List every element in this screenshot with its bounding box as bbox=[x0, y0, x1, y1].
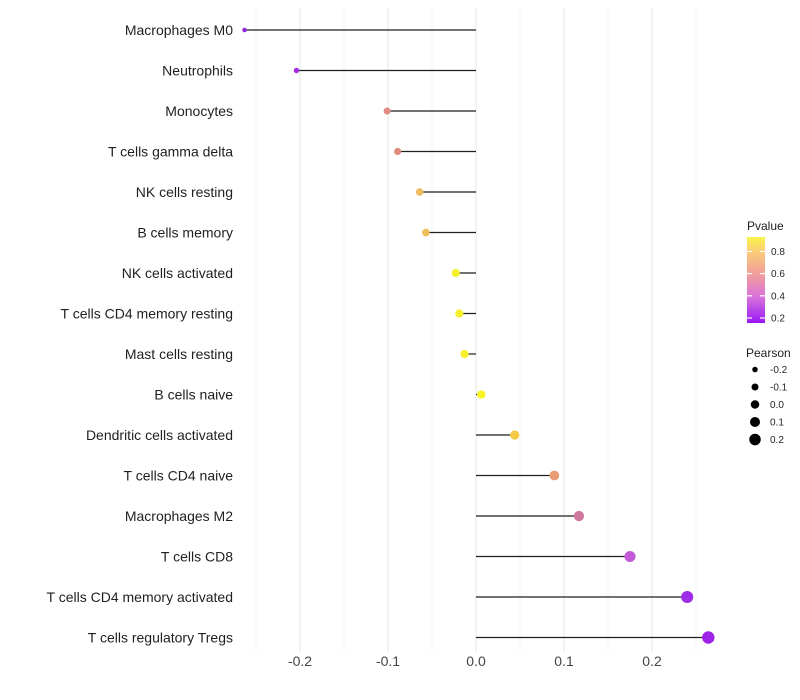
lollipop-row: Macrophages M0 bbox=[125, 22, 476, 38]
lollipop-dot bbox=[681, 590, 694, 604]
lollipop-row: NK cells resting bbox=[136, 184, 476, 200]
category-label: T cells CD8 bbox=[161, 549, 233, 565]
pearson-size-dot bbox=[752, 366, 758, 373]
pearson-size-dot bbox=[749, 433, 761, 446]
lollipop-row: T cells gamma delta bbox=[108, 144, 476, 160]
lollipop-dot bbox=[451, 268, 460, 278]
x-axis: -0.2 -0.1 0.0 0.1 0.2 bbox=[288, 653, 662, 669]
category-label: T cells regulatory Tregs bbox=[88, 630, 233, 646]
lollipop-dot bbox=[476, 390, 486, 399]
lollipop-dot bbox=[624, 550, 636, 563]
pearson-size-dot bbox=[751, 383, 759, 391]
lollipop-row: T cells CD4 memory resting bbox=[61, 306, 476, 322]
x-tick-label: 0.1 bbox=[554, 653, 574, 669]
category-label: T cells CD4 naive bbox=[124, 468, 234, 484]
lollipop-dot bbox=[455, 309, 464, 318]
lollipop-dot bbox=[510, 430, 520, 440]
lollipop-dot bbox=[573, 510, 585, 522]
lollipop-row: T cells regulatory Tregs bbox=[88, 630, 715, 646]
lollipop-row: Macrophages M2 bbox=[125, 508, 585, 524]
pearson-size-label: -0.2 bbox=[770, 365, 788, 376]
pearson-size-dot bbox=[750, 400, 760, 409]
lollipop-row: Monocytes bbox=[165, 103, 476, 119]
category-label: Dendritic cells activated bbox=[86, 427, 233, 443]
category-label: Neutrophils bbox=[162, 63, 233, 79]
lollipop-dot bbox=[422, 228, 430, 237]
x-tick-label: -0.1 bbox=[376, 653, 400, 669]
pearson-size-label: 0.0 bbox=[770, 400, 784, 411]
category-label: T cells gamma delta bbox=[108, 144, 233, 160]
lollipop-dot bbox=[549, 470, 560, 481]
pvalue-legend-title: Pvalue bbox=[747, 219, 784, 233]
category-label: T cells CD4 memory resting bbox=[61, 306, 233, 322]
lollipop-dot bbox=[460, 349, 469, 359]
category-label: B cells memory bbox=[137, 225, 233, 241]
lollipop-row: Dendritic cells activated bbox=[86, 427, 520, 443]
pvalue-legend: Pvalue 0.8 0.6 0.4 0.2 bbox=[747, 219, 785, 325]
lollipop-dot bbox=[415, 188, 424, 196]
pvalue-colorbar bbox=[747, 237, 765, 323]
x-tick-label: 0.0 bbox=[466, 653, 486, 669]
category-label: Macrophages M0 bbox=[125, 22, 233, 38]
category-label: NK cells resting bbox=[136, 184, 233, 200]
lollipop-row: T cells CD4 naive bbox=[124, 468, 560, 484]
lollipop-row: NK cells activated bbox=[122, 265, 476, 281]
pearson-size-label: -0.1 bbox=[770, 383, 788, 394]
lollipop-rows: Macrophages M0 Neutrophils Monocytes T cell… bbox=[47, 22, 715, 646]
lollipop-row: Mast cells resting bbox=[125, 346, 476, 362]
lollipop-row: B cells naive bbox=[154, 387, 486, 403]
category-label: Macrophages M2 bbox=[125, 508, 233, 524]
pearson-size-label: 0.2 bbox=[770, 435, 784, 446]
pvalue-tick-label: 0.8 bbox=[771, 247, 785, 258]
category-label: T cells CD4 memory activated bbox=[47, 589, 233, 605]
pearson-size-dot bbox=[750, 417, 760, 427]
pearson-size-label: 0.1 bbox=[770, 418, 784, 429]
gridlines bbox=[255, 8, 697, 652]
lollipop-row: Neutrophils bbox=[162, 63, 476, 79]
x-tick-label: 0.2 bbox=[642, 653, 662, 669]
lollipop-dot bbox=[293, 67, 300, 74]
category-label: NK cells activated bbox=[122, 265, 233, 281]
pvalue-tick-label: 0.4 bbox=[771, 291, 785, 302]
x-tick-label: -0.2 bbox=[288, 653, 312, 669]
lollipop-row: T cells CD8 bbox=[161, 549, 636, 565]
category-label: Monocytes bbox=[165, 103, 233, 119]
pvalue-tick-label: 0.2 bbox=[771, 314, 785, 325]
lollipop-row: T cells CD4 memory activated bbox=[47, 589, 694, 605]
pvalue-tick-label: 0.6 bbox=[771, 269, 785, 280]
lollipop-dot bbox=[394, 147, 402, 156]
lollipop-dot bbox=[702, 631, 715, 644]
pearson-legend-title: Pearson bbox=[746, 346, 791, 360]
category-label: B cells naive bbox=[154, 387, 233, 403]
lollipop-dot bbox=[242, 27, 247, 33]
category-label: Mast cells resting bbox=[125, 346, 233, 362]
lollipop-dot bbox=[383, 107, 391, 115]
pearson-legend: Pearson -0.2 -0.1 0.0 0.1 0.2 bbox=[746, 346, 791, 446]
lollipop-row: B cells memory bbox=[137, 225, 476, 241]
